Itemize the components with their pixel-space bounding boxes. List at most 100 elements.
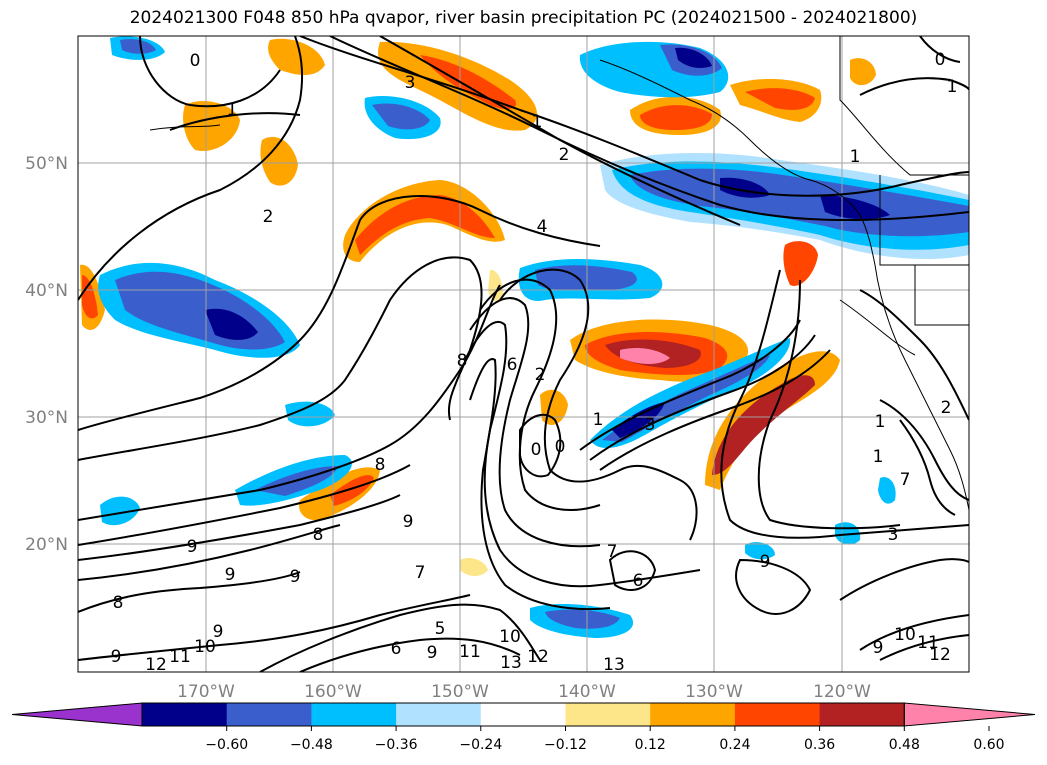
contour-line: [899, 419, 956, 516]
positive-anomaly-region: [620, 347, 670, 364]
contour-line: [299, 637, 521, 672]
colorbar-segment: [142, 703, 228, 726]
contour-label: 9: [213, 622, 224, 642]
positive-anomaly-region: [343, 180, 505, 262]
colorbar-tick-label: 0.36: [804, 737, 835, 753]
colorbar-frame: [141, 702, 905, 727]
colorbar-tick-label: −0.60: [205, 737, 248, 753]
contour-label: 12: [145, 655, 167, 675]
positive-anomaly-region: [488, 269, 504, 302]
contour-line: [78, 284, 501, 521]
coastlines: [149, 36, 969, 511]
contour-label: 0: [935, 50, 946, 70]
contour-label: 10: [499, 627, 521, 647]
colorbar-segment: [311, 703, 397, 726]
positive-anomaly-region: [783, 241, 818, 286]
positive-anomaly-region: [460, 558, 488, 576]
contour-line: [735, 558, 812, 615]
contour-label: 12: [527, 647, 549, 667]
lat-label: 50°N: [25, 154, 68, 174]
contour-line: [78, 494, 401, 561]
contour-line: [78, 256, 483, 461]
contour-line: [720, 269, 969, 539]
negative-anomaly-region: [120, 39, 156, 54]
contour-label: 1: [873, 447, 884, 467]
negative-anomaly-region: [720, 177, 890, 220]
contour-label: 2: [535, 365, 546, 385]
contour-label: 4: [537, 217, 548, 237]
contour-line: [879, 399, 969, 501]
state-border: [914, 265, 969, 326]
colorbar-tick-label: 0.24: [719, 737, 750, 753]
contour-line: [139, 36, 281, 108]
contour-line: [879, 634, 969, 661]
colorbar-segment: [734, 703, 821, 726]
contour-line: [479, 278, 601, 511]
contour-label: 2: [559, 145, 570, 165]
contour-label: 8: [113, 593, 124, 613]
contour-label: 11: [459, 642, 481, 662]
colorbar-segment: [480, 703, 566, 726]
contour-label: 3: [405, 73, 416, 93]
contour-label: 6: [391, 639, 402, 659]
contour-line: [859, 289, 969, 421]
positive-anomaly-region: [82, 275, 98, 319]
contour-line: [78, 464, 411, 546]
contour-label: 0: [531, 440, 542, 460]
contour-line: [329, 36, 969, 222]
contour-label: 8: [313, 525, 324, 545]
contour-label: 6: [633, 571, 644, 591]
contour-line: [78, 36, 304, 301]
contour-line: [608, 550, 657, 591]
contour-line: [469, 297, 601, 548]
negative-anomaly-region: [372, 103, 430, 130]
negative-anomaly-region: [100, 496, 140, 526]
contour-label: 9: [760, 552, 771, 572]
lat-label: 20°N: [25, 535, 68, 555]
contour-label: 8: [375, 455, 386, 475]
contour-label: 13: [500, 653, 522, 673]
contour-label: 1: [593, 410, 604, 430]
positive-anomaly-region: [268, 38, 325, 75]
contour-line: [757, 279, 901, 530]
contour-label: 7: [415, 563, 426, 583]
qvapor-contours: [78, 36, 969, 672]
contour-line: [78, 524, 341, 581]
contour-line: [379, 36, 741, 226]
positive-anomaly-region: [850, 58, 876, 86]
contour-line: [259, 603, 541, 672]
contour-label: 10: [894, 625, 916, 645]
contour-label: 11: [169, 647, 191, 667]
positive-anomaly-region: [640, 105, 712, 130]
colorbar-tick-label: −0.36: [375, 737, 418, 753]
contour-label: 13: [603, 655, 625, 675]
contour-label: 12: [929, 645, 951, 665]
contour-line: [499, 268, 698, 541]
contour-label: 9: [873, 638, 884, 658]
contour-label: 8: [457, 351, 468, 371]
lon-label: 130°W: [685, 682, 743, 702]
contour-line: [78, 594, 471, 661]
lon-label: 120°W: [813, 682, 871, 702]
lat-label: 30°N: [25, 408, 68, 428]
figure-title: 2024021300 F048 850 hPa qvapor, river ba…: [129, 8, 918, 28]
colorbar-tick-label: −0.12: [544, 737, 587, 753]
coastline: [149, 124, 221, 131]
contour-line: [579, 319, 801, 451]
contour-label: 5: [435, 619, 446, 639]
lat-label: 40°N: [25, 281, 68, 301]
state-border: [879, 175, 969, 266]
colorbar-segment: [226, 703, 312, 726]
contour-label: 1: [947, 77, 958, 97]
colorbar-segment: [650, 703, 736, 726]
contour-label: 1: [875, 412, 886, 432]
contour-label: 7: [900, 470, 911, 490]
negative-anomaly-region: [545, 609, 620, 629]
contour-label: 11: [917, 633, 939, 653]
contour-line: [78, 195, 601, 431]
positive-anomaly-region: [745, 88, 815, 110]
contour-label: 0: [190, 51, 201, 71]
lon-label: 170°W: [177, 682, 235, 702]
